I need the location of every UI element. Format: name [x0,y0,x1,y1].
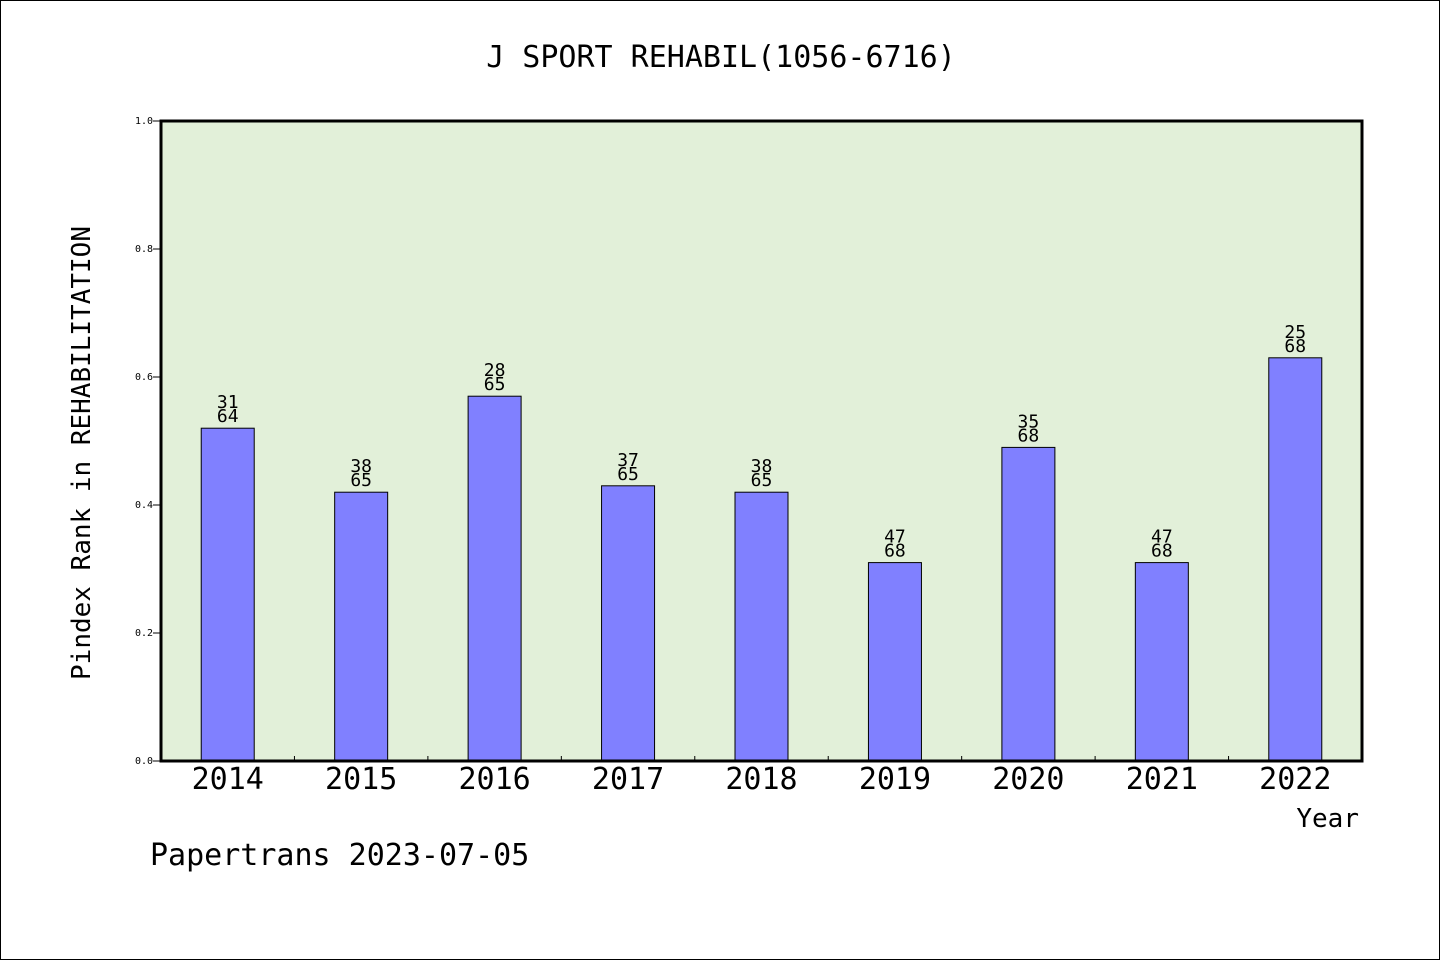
bar-label-total: 68 [1284,336,1306,357]
x-tick-label: 2022 [1259,762,1331,797]
bar-label-total: 65 [617,464,639,485]
y-axis: 0.0 0.2 0.4 0.6 0.8 1.0 [135,116,161,767]
x-tick-label: 2017 [592,762,664,797]
bar-label-total: 68 [1018,425,1040,446]
bar-label-total: 64 [217,406,239,427]
bar-2020 [1001,446,1056,762]
bar-2018 [734,491,789,762]
bar-label-rank: 38 [751,456,773,477]
bar-label-rank: 28 [484,360,506,381]
bar-label-total: 65 [751,470,773,491]
x-tick-label: 2015 [325,762,397,797]
footer-credit: Papertrans 2023-07-05 [150,838,529,873]
bar-label-rank: 47 [1151,527,1173,548]
x-tick-label: 2021 [1126,762,1198,797]
bar-2017 [601,485,656,762]
bar-label-total: 65 [350,470,372,491]
bar-2014 [200,427,255,762]
y-tick-label: 0.0 [135,756,153,767]
chart-title: J SPORT REHABIL(1056-6716) [486,40,956,75]
y-tick-label: 0.8 [135,244,153,255]
bar-2022 [1268,357,1323,762]
bar-2015 [334,491,389,762]
bar-label-rank: 38 [350,456,372,477]
bar-label-total: 68 [884,541,906,562]
bar-label-rank: 25 [1284,322,1306,343]
y-axis-title: Pindex Rank in REHABILITATION [67,226,97,680]
x-axis: 2014 2015 2016 2017 2018 2019 2020 2021 2022 [192,756,1331,797]
bar-label-total: 65 [484,374,506,395]
plot-frame [159,119,1364,763]
x-tick-label: 2016 [458,762,530,797]
x-tick-label: 2018 [725,762,797,797]
x-axis-title: Year [1296,804,1359,834]
bar-label-rank: 47 [884,527,906,548]
x-tick-label: 2019 [859,762,931,797]
x-tick-label: 2020 [992,762,1064,797]
bar-label-rank: 31 [217,392,239,413]
bars [200,357,1323,762]
x-tick-label: 2014 [192,762,264,797]
bar-label-total: 68 [1151,541,1173,562]
y-tick-label: 1.0 [135,116,153,127]
bar-2016 [467,395,522,762]
bar-2019 [867,562,922,762]
y-tick-label: 0.6 [135,372,153,383]
bar-label-rank: 35 [1018,411,1040,432]
bar-2021 [1134,562,1189,762]
bar-label-rank: 37 [617,450,639,471]
y-tick-label: 0.4 [135,500,153,511]
y-tick-label: 0.2 [135,628,153,639]
